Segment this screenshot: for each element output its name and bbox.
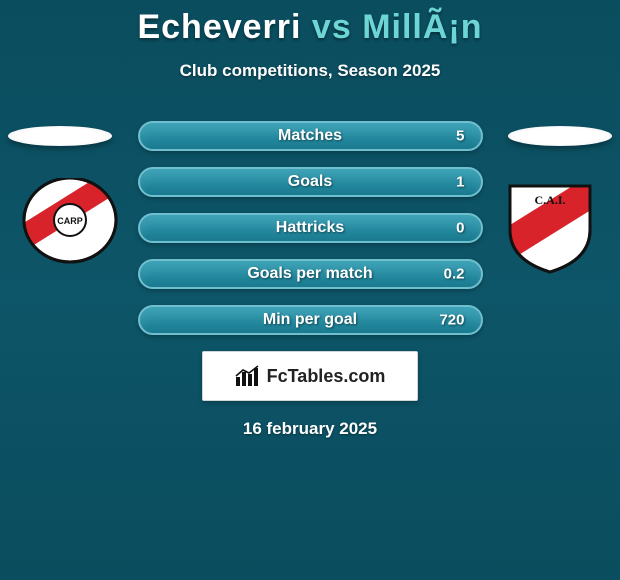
river-plate-crest-icon: CARP: [20, 178, 120, 268]
stat-label: Goals: [288, 173, 332, 191]
stat-right-value: 720: [439, 312, 464, 329]
stat-right-value: 0.2: [444, 266, 465, 283]
club-crest-left: CARP: [20, 178, 120, 268]
independiente-crest-icon: C.A.I.: [500, 178, 600, 274]
branding-text: FcTables.com: [267, 366, 386, 387]
stat-row-goals-per-match: Goals per match 0.2: [138, 259, 483, 289]
stat-label: Hattricks: [276, 219, 344, 237]
player2-name: MillÃ¡n: [362, 8, 482, 46]
crest-right-label: C.A.I.: [534, 193, 565, 207]
stat-label: Matches: [278, 127, 342, 145]
player2-photo-placeholder: [508, 126, 612, 146]
stat-row-min-per-goal: Min per goal 720: [138, 305, 483, 335]
branding-inner: FcTables.com: [235, 365, 386, 387]
stat-right-value: 5: [456, 128, 464, 145]
club-crest-right: C.A.I.: [500, 178, 600, 268]
stat-right-value: 0: [456, 220, 464, 237]
comparison-title: Echeverri vs MillÃ¡n: [0, 0, 620, 47]
stats-container: Matches 5 Goals 1 Hattricks 0 Goals per …: [138, 121, 483, 335]
branding-box: FcTables.com: [202, 351, 418, 401]
date-label: 16 february 2025: [0, 419, 620, 439]
stat-label: Goals per match: [247, 265, 372, 283]
vs-separator: vs: [312, 8, 352, 46]
stat-row-goals: Goals 1: [138, 167, 483, 197]
stat-label: Min per goal: [263, 311, 357, 329]
stat-right-value: 1: [456, 174, 464, 191]
crest-left-label: CARP: [57, 216, 83, 226]
player1-name: Echeverri: [137, 8, 301, 46]
stat-row-matches: Matches 5: [138, 121, 483, 151]
stat-row-hattricks: Hattricks 0: [138, 213, 483, 243]
player1-photo-placeholder: [8, 126, 112, 146]
bar-chart-icon: [235, 365, 261, 387]
season-subtitle: Club competitions, Season 2025: [0, 61, 620, 81]
